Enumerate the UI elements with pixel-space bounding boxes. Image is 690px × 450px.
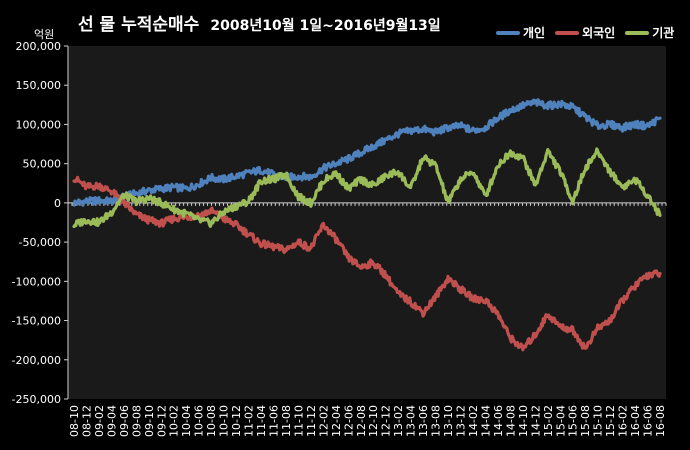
x-tick-label: 15-02 — [542, 405, 555, 437]
y-axis-unit-label: 억원 — [34, 28, 55, 41]
x-tick-label: 13-12 — [455, 405, 468, 437]
y-tick-label: 0 — [54, 197, 61, 210]
x-tick-label: 08-10 — [68, 405, 81, 437]
legend-label-institution: 기관 — [652, 26, 675, 40]
chart-title: 선 물 누적순매수 2008년10월 1일~2016년9월13일 — [78, 10, 441, 35]
y-tick-label: 100,000 — [16, 118, 62, 131]
x-tick-label: 14-08 — [504, 405, 517, 437]
chart-title-period: 2008년10월 1일~2016년9월13일 — [210, 18, 441, 34]
x-tick-label: 11-02 — [243, 405, 256, 437]
x-tick-label: 09-06 — [118, 405, 131, 437]
legend-label-individual: 개인 — [523, 26, 546, 40]
x-tick-label: 13-10 — [442, 405, 455, 437]
legend-label-foreign: 외국인 — [582, 26, 616, 40]
x-tick-label: 14-06 — [492, 405, 505, 437]
legend-swatch-individual — [496, 30, 520, 35]
x-tick-label: 09-04 — [105, 405, 118, 437]
x-tick-label: 12-06 — [342, 405, 355, 437]
x-tick-label: 14-02 — [467, 405, 480, 437]
y-tick-label: -50,000 — [19, 236, 61, 249]
legend-item-foreign: 외국인 — [555, 24, 615, 41]
x-tick-label: 16-04 — [629, 405, 642, 437]
x-tick-label: 09-10 — [143, 405, 156, 437]
x-tick-label: 10-12 — [230, 405, 243, 437]
y-tick-label: -100,000 — [12, 275, 61, 288]
x-tick-label: 13-08 — [430, 405, 443, 437]
x-tick-label: 11-06 — [267, 405, 280, 437]
x-tick-label: 15-10 — [592, 405, 605, 437]
x-tick-label: 14-10 — [517, 405, 530, 437]
y-tick-label: 50,000 — [23, 158, 62, 171]
chart-title-main: 선 물 누적순매수 — [78, 15, 200, 35]
series-line-0 — [72, 98, 662, 207]
x-tick-label: 13-04 — [405, 405, 418, 437]
x-tick-label: 10-06 — [193, 405, 206, 437]
x-tick-label: 12-10 — [367, 405, 380, 437]
x-tick-label: 12-02 — [317, 405, 330, 437]
legend-swatch-institution — [625, 30, 650, 35]
y-tick-label: -200,000 — [12, 354, 61, 367]
x-tick-label: 08-12 — [80, 405, 93, 437]
legend-item-individual: 개인 — [496, 24, 545, 41]
y-tick-label: 150,000 — [16, 79, 62, 92]
x-tick-label: 14-12 — [529, 405, 542, 437]
x-tick-label: 11-04 — [255, 405, 268, 437]
x-tick-label: 16-02 — [617, 405, 630, 437]
x-tick-label: 16-08 — [654, 405, 667, 437]
y-tick-label: 200,000 — [16, 40, 62, 53]
x-tick-label: 09-08 — [130, 405, 143, 437]
x-tick-label: 15-04 — [554, 405, 567, 437]
x-tick-label: 15-06 — [567, 405, 580, 437]
x-tick-label: 09-02 — [93, 405, 106, 437]
y-tick-label: -250,000 — [12, 393, 61, 406]
x-tick-label: 11-10 — [292, 405, 305, 437]
x-tick-label: 12-12 — [380, 405, 393, 437]
x-tick-label: 15-08 — [579, 405, 592, 437]
x-tick-label: 10-02 — [168, 405, 181, 437]
x-tick-label: 10-10 — [218, 405, 231, 437]
y-tick-label: -150,000 — [12, 315, 61, 328]
x-tick-label: 12-04 — [330, 405, 343, 437]
legend: 개인 외국인 기관 — [496, 24, 674, 41]
legend-item-institution: 기관 — [625, 24, 674, 41]
x-tick-label: 11-08 — [280, 405, 293, 437]
x-tick-label: 16-06 — [642, 405, 655, 437]
x-tick-label: 13-06 — [417, 405, 430, 437]
legend-swatch-foreign — [555, 30, 580, 35]
x-tick-label: 11-12 — [305, 405, 318, 437]
x-tick-label: 10-04 — [180, 405, 193, 437]
series-line-2 — [72, 147, 662, 229]
x-tick-label: 09-12 — [155, 405, 168, 437]
x-tick-label: 12-08 — [355, 405, 368, 437]
x-tick-label: 15-12 — [604, 405, 617, 437]
x-tick-label: 13-02 — [392, 405, 405, 437]
x-tick-label: 10-08 — [205, 405, 218, 437]
series-line-1 — [72, 175, 662, 352]
x-tick-label: 14-04 — [479, 405, 492, 437]
